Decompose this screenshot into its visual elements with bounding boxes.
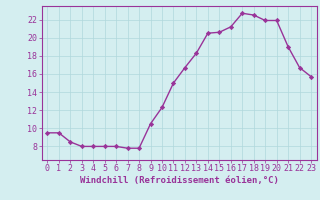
X-axis label: Windchill (Refroidissement éolien,°C): Windchill (Refroidissement éolien,°C): [80, 176, 279, 185]
